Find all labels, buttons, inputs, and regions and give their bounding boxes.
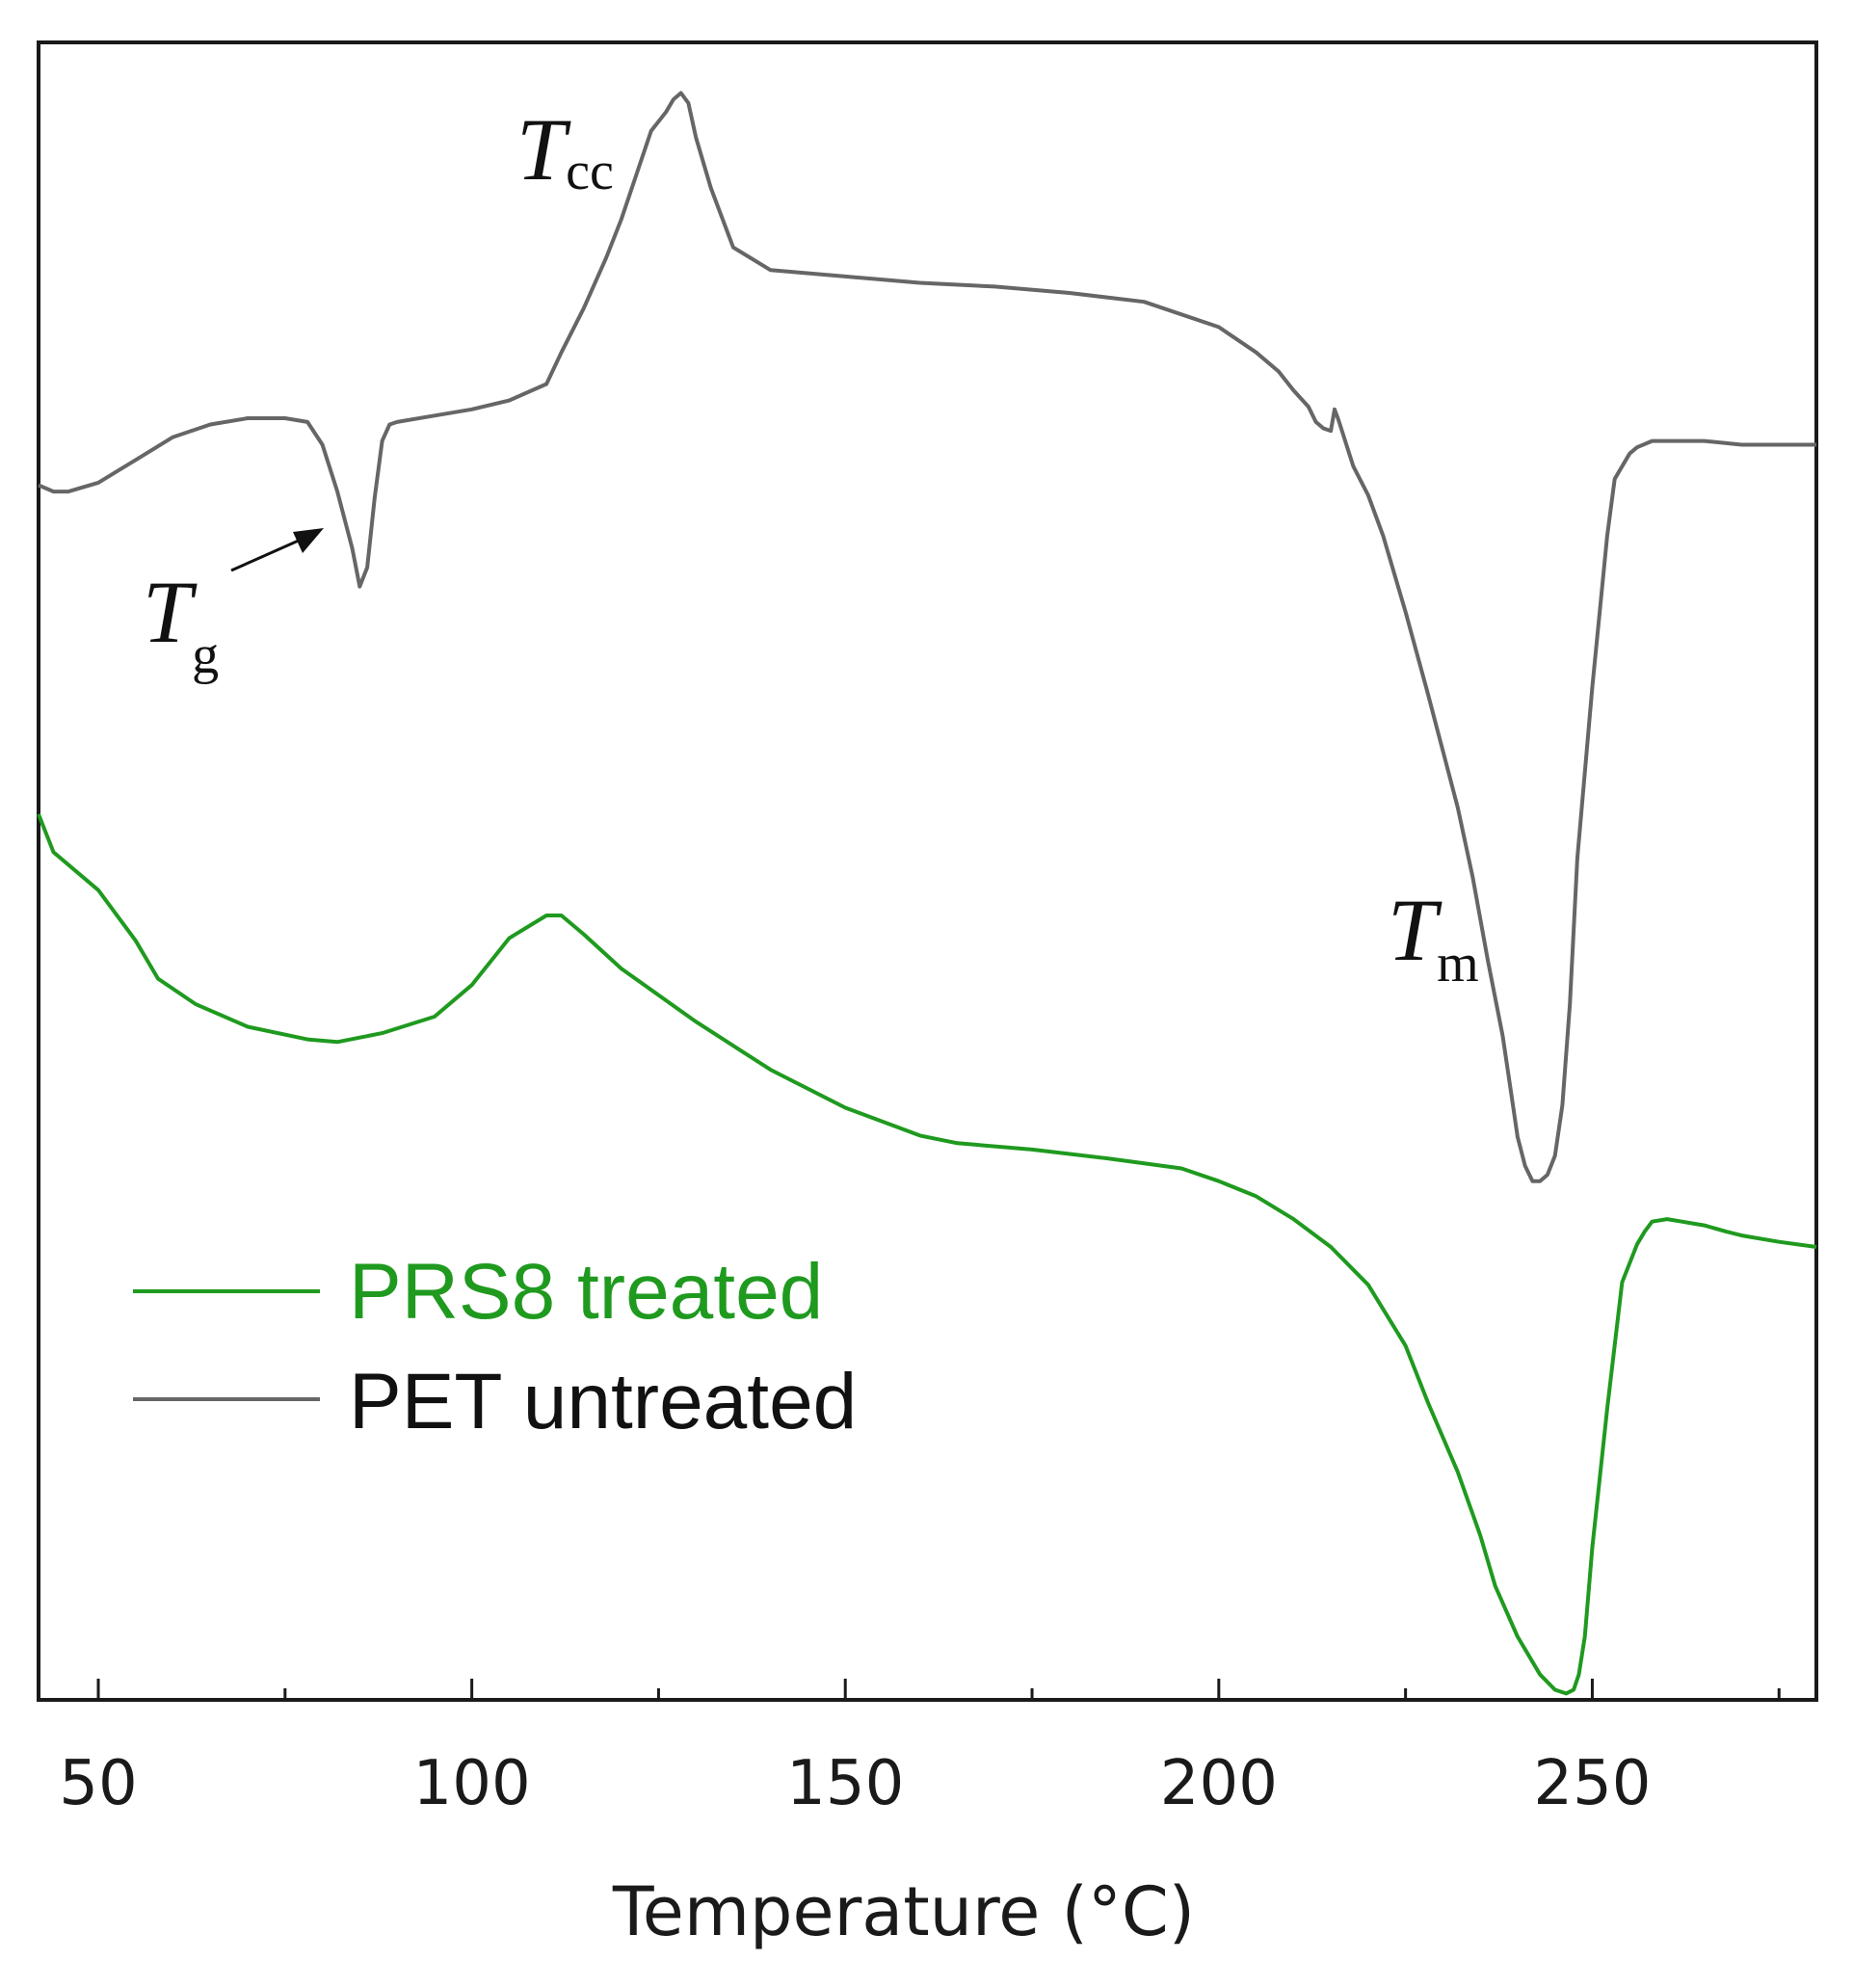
dsc-chart: 50 100 150 200 250 Tcc Tg Tm PRS8 treated PE… [0, 0, 1853, 1988]
x-tick-label: 100 [413, 1748, 531, 1819]
x-tick-label: 50 [59, 1748, 137, 1819]
legend-label-pet-untreated: PET untreated [349, 1358, 857, 1445]
plot-frame [39, 42, 1816, 1700]
x-axis-tick-labels: 50 100 150 200 250 [59, 1748, 1651, 1819]
series-line-pet-untreated [39, 93, 1816, 1181]
series-line-prs8-treated [39, 814, 1816, 1694]
legend: PRS8 treated PET untreated [133, 1248, 857, 1445]
x-tick-label: 150 [786, 1748, 904, 1819]
annotation-tm: Tm [1388, 881, 1479, 994]
legend-label-prs8-treated: PRS8 treated [349, 1248, 823, 1336]
x-tick-label: 250 [1533, 1748, 1651, 1819]
x-axis-title: Temperature (°C) [612, 1872, 1195, 1951]
tg-arrow [231, 528, 324, 570]
x-tick-label: 200 [1160, 1748, 1278, 1819]
annotation-tg: Tg [143, 563, 219, 685]
x-axis-ticks [98, 1679, 1779, 1700]
annotation-tcc: Tcc [516, 100, 614, 201]
